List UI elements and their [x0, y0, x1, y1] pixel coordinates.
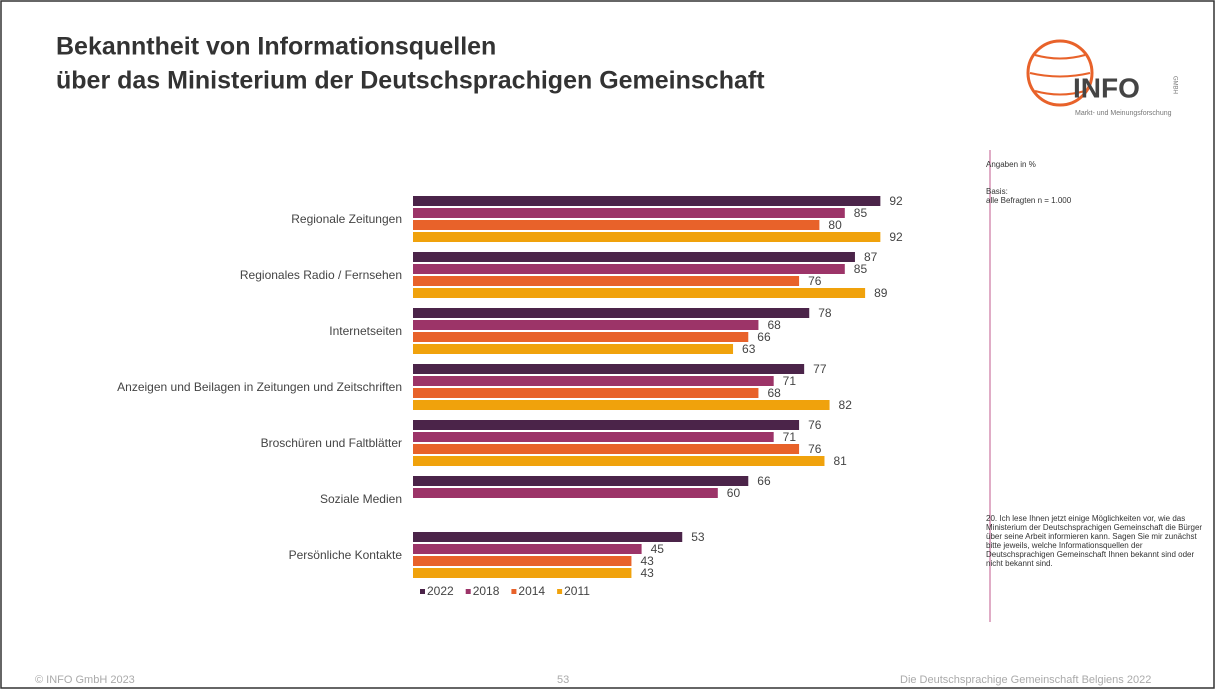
value-label: 77: [813, 362, 827, 376]
bar: [413, 344, 734, 354]
value-label: 71: [783, 374, 797, 388]
bar: [413, 320, 759, 330]
legend-swatch: [557, 589, 563, 594]
bar: [413, 264, 845, 274]
logo-tagline: Markt- und Meinungsforschung: [1075, 110, 1172, 117]
value-label: 89: [874, 286, 888, 300]
category-label: Broschüren und Faltblätter: [261, 436, 402, 450]
question-note: 20. Ich lese Ihnen jetzt einige Möglichk…: [986, 514, 1203, 568]
bar: [413, 252, 855, 262]
value-label: 76: [808, 442, 822, 456]
value-label: 76: [808, 418, 822, 432]
legend-swatch: [420, 589, 425, 594]
bar: [413, 332, 749, 342]
bar: [413, 444, 800, 454]
bar: [413, 432, 774, 442]
logo-lines: [1029, 54, 1091, 96]
value-label: 81: [833, 454, 847, 468]
logo-suffix: GMBH: [1171, 76, 1177, 94]
title-line: über das Ministerium der Deutschsprachig…: [56, 67, 765, 95]
value-label: 71: [783, 430, 797, 444]
logo-name: INFO: [1073, 72, 1140, 103]
bar: [413, 232, 881, 242]
legend-label: 2011: [564, 584, 590, 598]
value-label: 92: [889, 194, 903, 208]
basis-note: alle Befragten n = 1.000: [986, 196, 1072, 205]
value-label: 80: [828, 218, 842, 232]
footer-right: Die Deutschsprachige Gemeinschaft Belgie…: [900, 674, 1152, 686]
legend-label: 2014: [518, 584, 545, 598]
basis-label: Basis:: [986, 187, 1008, 196]
value-label: 87: [864, 250, 878, 264]
value-label: 68: [767, 318, 781, 332]
value-label: 45: [651, 542, 665, 556]
logo: INFO GMBH Markt- und Meinungsforschung: [1026, 39, 1177, 117]
bar: [413, 376, 774, 386]
value-label: 60: [727, 486, 741, 500]
value-label: 92: [889, 230, 903, 244]
category-label: Anzeigen und Beilagen in Zeitungen und Z…: [117, 380, 402, 394]
bar: [413, 568, 632, 578]
logo-ring: [1026, 39, 1094, 107]
value-label: 43: [640, 566, 654, 580]
category-label: Regionales Radio / Fernsehen: [240, 268, 402, 282]
bar: [413, 220, 820, 230]
title-line: Bekanntheit von Informationsquellen: [56, 33, 496, 61]
value-label: 53: [691, 530, 705, 544]
value-label: 78: [818, 306, 832, 320]
bar: [413, 388, 759, 398]
legend-swatch: [511, 589, 517, 594]
bar: [413, 420, 800, 430]
value-label: 63: [742, 342, 756, 356]
bar: [413, 196, 881, 206]
bar: [413, 400, 830, 410]
bar: [413, 556, 632, 566]
value-label: 66: [757, 330, 771, 344]
footer-page: 53: [557, 674, 570, 686]
bar: [413, 308, 810, 318]
legend-label: 2018: [473, 584, 500, 598]
category-label: Internetseiten: [329, 324, 402, 338]
bar: [413, 276, 800, 286]
bar: [413, 288, 866, 298]
unit-note: Angaben in %: [986, 160, 1036, 169]
legend-swatch: [465, 589, 471, 594]
bar: [413, 364, 805, 374]
value-label: 68: [767, 386, 781, 400]
bar: [413, 532, 683, 542]
bar: [413, 488, 718, 498]
bar: [413, 456, 825, 466]
value-label: 66: [757, 474, 771, 488]
bar: [413, 476, 749, 486]
bar: [413, 544, 642, 554]
bar: [413, 208, 845, 218]
category-label: Persönliche Kontakte: [289, 548, 403, 562]
category-label: Regionale Zeitungen: [291, 212, 402, 226]
value-label: 76: [808, 274, 822, 288]
value-label: 85: [854, 206, 868, 220]
value-label: 43: [640, 554, 654, 568]
footer-left: © INFO GmbH 2023: [35, 674, 135, 686]
value-label: 85: [854, 262, 868, 276]
legend-label: 2022: [427, 584, 454, 598]
category-label: Soziale Medien: [320, 492, 402, 506]
value-label: 82: [839, 398, 853, 412]
